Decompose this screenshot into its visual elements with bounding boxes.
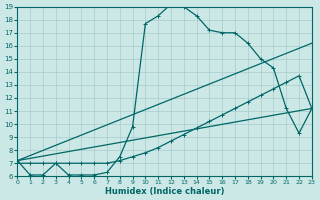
X-axis label: Humidex (Indice chaleur): Humidex (Indice chaleur) <box>105 187 224 196</box>
